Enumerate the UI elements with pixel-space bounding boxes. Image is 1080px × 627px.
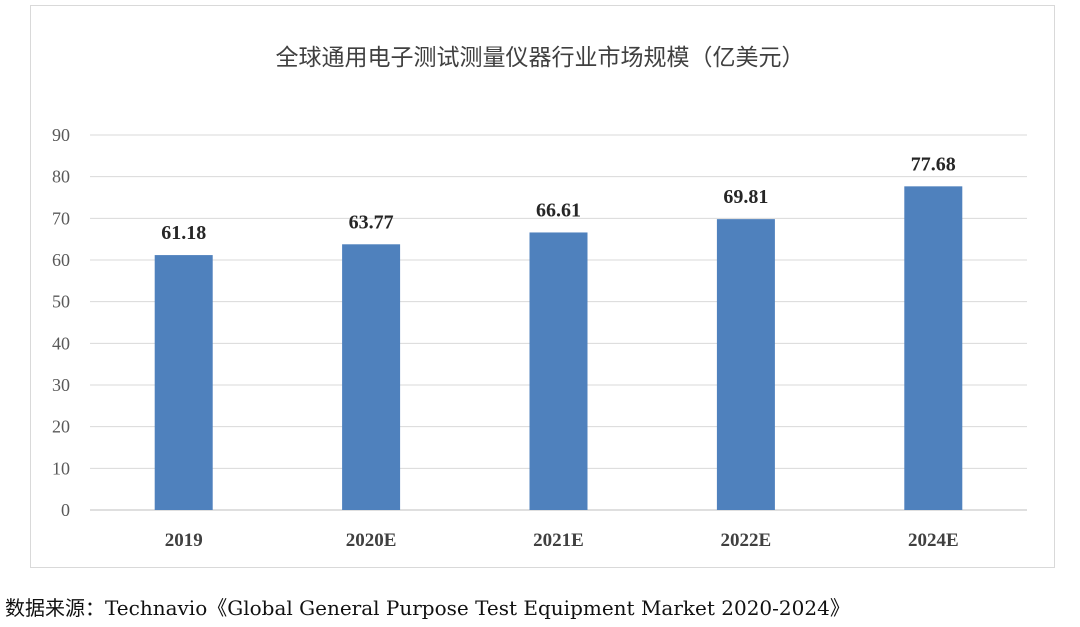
y-tick-label: 90 <box>52 125 70 145</box>
bar <box>342 244 401 510</box>
data-label: 77.68 <box>911 153 956 175</box>
y-tick-label: 20 <box>52 417 70 437</box>
data-label: 66.61 <box>536 199 581 221</box>
bars <box>154 186 963 511</box>
data-label: 61.18 <box>161 222 206 244</box>
source-text: Technavio《Global General Purpose Test Eq… <box>105 596 850 620</box>
y-tick-label: 40 <box>52 333 70 353</box>
y-tick-label: 80 <box>52 167 70 187</box>
x-tick-label: 2020E <box>346 530 397 551</box>
x-axis-ticks: 2019 2020E 2021E 2022E 2024E <box>165 530 959 551</box>
y-tick-label: 50 <box>52 292 70 312</box>
chart-title: 全球通用电子测试测量仪器行业市场规模（亿美元） <box>275 45 805 71</box>
y-tick-label: 60 <box>52 250 70 270</box>
bar <box>529 232 588 511</box>
x-tick-label: 2022E <box>721 530 772 551</box>
x-tick-label: 2021E <box>533 530 584 551</box>
source-note: 数据来源：Technavio《Global General Purpose Te… <box>5 592 850 621</box>
bar <box>904 186 963 511</box>
y-tick-label: 70 <box>52 208 70 228</box>
data-label: 69.81 <box>723 186 768 208</box>
y-axis-ticks: 0 10 20 30 40 50 60 70 80 90 <box>52 125 70 520</box>
data-label: 63.77 <box>349 211 394 233</box>
y-tick-label: 30 <box>52 375 70 395</box>
data-labels: 61.18 63.77 66.61 69.81 77.68 <box>161 153 956 244</box>
x-tick-label: 2019 <box>165 530 203 551</box>
source-label: 数据来源： <box>5 596 105 620</box>
x-tick-label: 2024E <box>908 530 959 551</box>
y-tick-label: 10 <box>52 458 70 478</box>
bar <box>716 219 775 510</box>
bar <box>154 255 213 510</box>
y-tick-label: 0 <box>61 500 70 520</box>
